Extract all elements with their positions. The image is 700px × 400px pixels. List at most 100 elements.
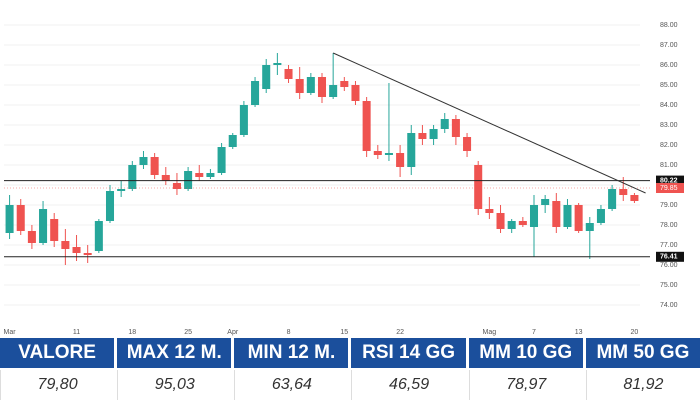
table-header: MIN 12 M. bbox=[234, 338, 349, 368]
candle-body bbox=[83, 253, 92, 255]
trendline bbox=[332, 52, 646, 194]
candle-body bbox=[574, 205, 583, 231]
x-tick-label: 11 bbox=[73, 329, 80, 336]
y-tick-label: 79.00 bbox=[660, 202, 678, 209]
x-tick-label: Apr bbox=[227, 329, 239, 336]
x-tick-label: 8 bbox=[287, 329, 291, 336]
y-tick-label: 74.00 bbox=[660, 302, 678, 309]
candle-body bbox=[50, 219, 59, 241]
chart: 74.0075.0076.0077.0078.0079.0080.0081.00… bbox=[0, 0, 700, 338]
candle-body bbox=[396, 153, 405, 167]
candle-body bbox=[362, 101, 371, 151]
x-tick-label: 20 bbox=[631, 329, 639, 336]
candle-body bbox=[451, 119, 460, 137]
table-cell: 46,59 bbox=[351, 370, 465, 400]
candle-body bbox=[474, 165, 483, 209]
candle-body bbox=[485, 209, 494, 213]
y-tick-label: 77.00 bbox=[660, 242, 678, 249]
table-cell: 79,80 bbox=[0, 370, 114, 400]
y-tick-label: 81.00 bbox=[660, 162, 678, 169]
candle-body bbox=[105, 191, 115, 221]
candle-body bbox=[340, 81, 349, 87]
candle-body bbox=[507, 221, 516, 229]
x-tick-label: 7 bbox=[532, 329, 536, 336]
candle-body bbox=[5, 205, 14, 233]
candle-body bbox=[373, 151, 382, 155]
level-tag bbox=[656, 251, 684, 262]
y-tick-label: 82.00 bbox=[660, 142, 678, 149]
table-cell: 63,64 bbox=[234, 370, 348, 400]
x-tick-label: 15 bbox=[340, 329, 348, 336]
candle-body bbox=[195, 173, 204, 177]
y-tick-label: 88.00 bbox=[660, 22, 678, 29]
level-label: 76.41 bbox=[660, 254, 678, 261]
x-tick-label: 13 bbox=[575, 329, 583, 336]
candle-body bbox=[384, 153, 393, 155]
table-cell: 81,92 bbox=[585, 370, 700, 400]
level-tag bbox=[656, 175, 684, 186]
y-tick-label: 84.00 bbox=[660, 102, 678, 109]
candle-body bbox=[262, 65, 271, 89]
candle-body bbox=[139, 157, 148, 165]
candle-body bbox=[463, 137, 472, 151]
candle-body bbox=[284, 69, 293, 79]
table-header: RSI 14 GG bbox=[351, 338, 466, 368]
y-tick-label: 76.00 bbox=[660, 262, 678, 269]
candle-body bbox=[306, 77, 315, 93]
level-label: 80.22 bbox=[660, 177, 678, 184]
last-price-tag bbox=[656, 183, 684, 193]
x-tick-label: 25 bbox=[184, 329, 192, 336]
candle-body bbox=[429, 129, 438, 139]
candle-body bbox=[329, 85, 338, 97]
x-tick-label: 22 bbox=[396, 329, 404, 336]
candle-body bbox=[128, 165, 137, 189]
candle-body bbox=[418, 133, 427, 139]
candle-body bbox=[317, 77, 327, 97]
x-tick-label: Mag bbox=[483, 329, 497, 336]
chart-background bbox=[0, 0, 700, 338]
candle-body bbox=[27, 231, 36, 243]
candle-body bbox=[184, 171, 193, 189]
candle-body bbox=[585, 223, 594, 231]
x-tick-label: Mar bbox=[4, 329, 17, 336]
candle-body bbox=[61, 241, 70, 249]
table-header: MM 50 GG bbox=[585, 338, 700, 368]
candle-body bbox=[206, 173, 215, 177]
candle-body bbox=[239, 105, 248, 135]
candle-body bbox=[172, 183, 181, 189]
candle-body bbox=[161, 175, 170, 181]
candle-body bbox=[596, 209, 605, 223]
y-tick-label: 83.00 bbox=[660, 122, 678, 129]
candle-body bbox=[440, 119, 449, 129]
candle-body bbox=[217, 147, 226, 173]
candle-body bbox=[619, 189, 628, 195]
candle-body bbox=[295, 79, 304, 93]
stats-table: VALORE MAX 12 M. MIN 12 M. RSI 14 GG MM 10 G… bbox=[0, 338, 700, 400]
candle-body bbox=[117, 189, 126, 191]
candle-body bbox=[16, 205, 25, 231]
last-price-label: 79.85 bbox=[660, 185, 678, 192]
candle-body bbox=[351, 85, 360, 101]
candle-body bbox=[541, 199, 550, 205]
candle-body bbox=[251, 81, 260, 105]
y-tick-label: 87.00 bbox=[660, 42, 678, 49]
candle-body bbox=[518, 221, 527, 225]
candle-body bbox=[552, 201, 561, 227]
candle-body bbox=[273, 63, 282, 65]
table-header: MAX 12 M. bbox=[117, 338, 232, 368]
candle-body bbox=[630, 195, 639, 201]
candle-body bbox=[228, 135, 237, 147]
y-tick-label: 85.00 bbox=[660, 82, 678, 89]
table-header: VALORE bbox=[0, 338, 115, 368]
candle-body bbox=[529, 205, 539, 227]
candle-body bbox=[72, 247, 81, 253]
y-tick-label: 78.00 bbox=[660, 222, 678, 229]
candle-body bbox=[563, 205, 572, 227]
table-cell: 78,97 bbox=[468, 370, 583, 400]
y-tick-label: 75.00 bbox=[660, 282, 678, 289]
candle-body bbox=[407, 133, 416, 167]
candle-body bbox=[94, 221, 103, 251]
table-cell: 95,03 bbox=[117, 370, 231, 400]
candle-body bbox=[608, 189, 617, 209]
